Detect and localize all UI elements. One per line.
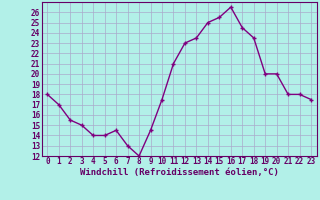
X-axis label: Windchill (Refroidissement éolien,°C): Windchill (Refroidissement éolien,°C) xyxy=(80,168,279,177)
